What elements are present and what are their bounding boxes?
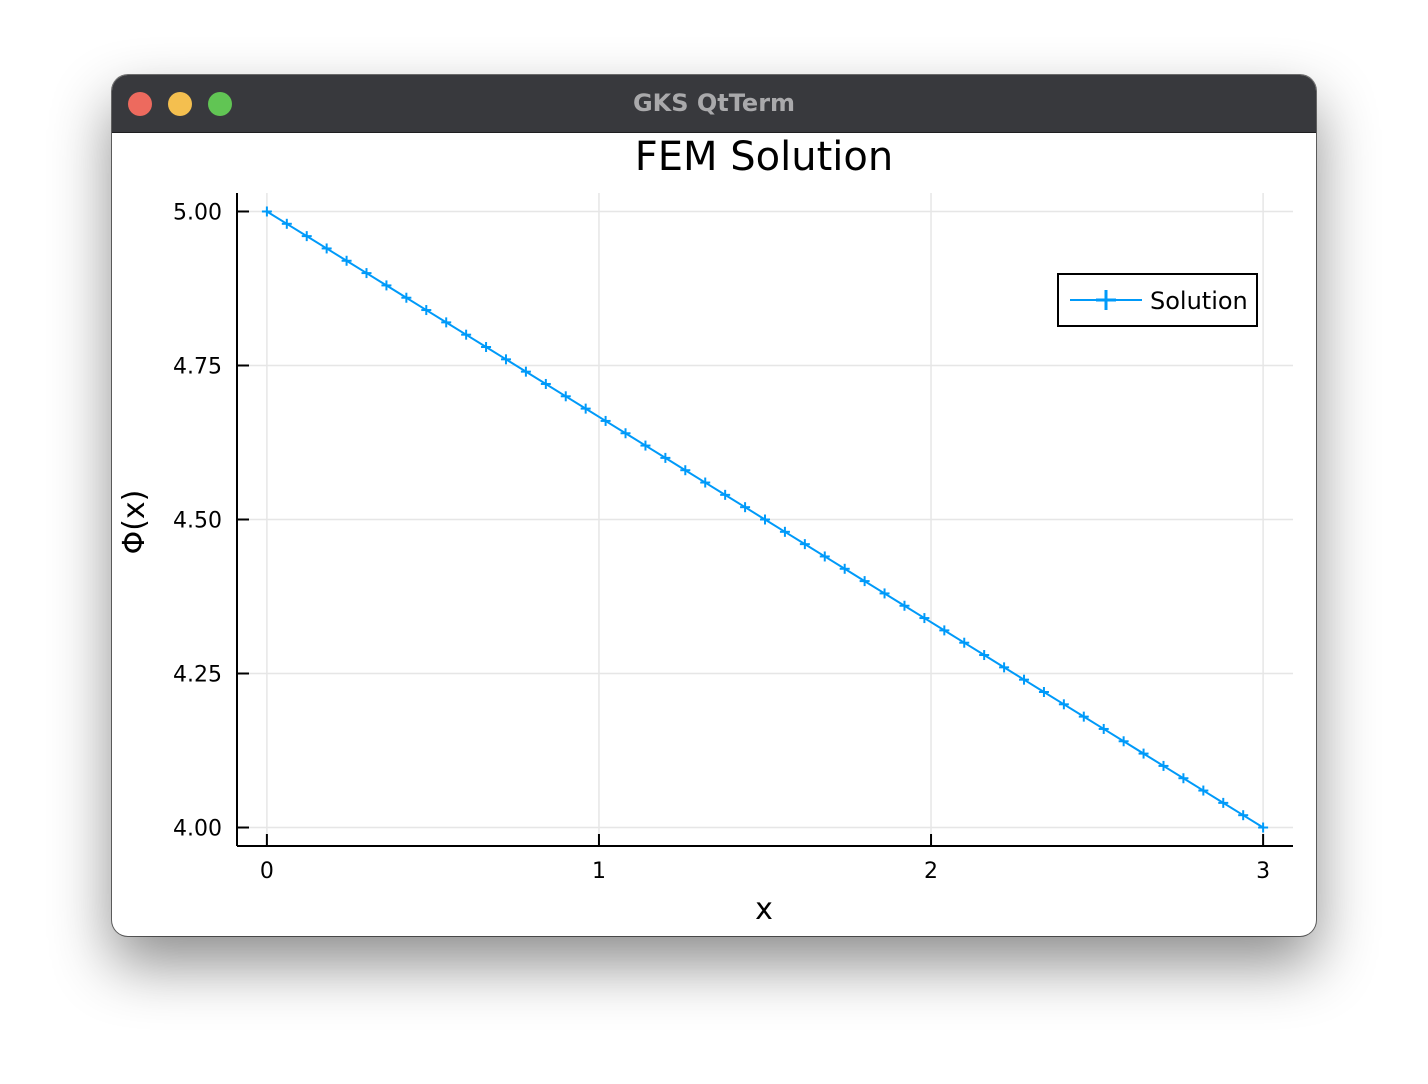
data-point-0-2	[301, 231, 312, 242]
minimize-window-button[interactable]	[168, 92, 192, 116]
data-point-0-5	[361, 268, 372, 279]
x-tick-label-3: 3	[1256, 859, 1270, 884]
data-point-0-49	[1238, 810, 1249, 821]
axes: 0 1 2 3 4.00 4.25 4.50 4.75 5.00	[173, 193, 1293, 884]
data-point-0-0	[261, 206, 272, 217]
data-point-0-32	[899, 600, 910, 611]
data-point-0-19	[640, 440, 651, 451]
data-point-0-10	[461, 329, 472, 340]
data-point-0-12	[500, 354, 511, 365]
data-point-0-37	[999, 662, 1010, 673]
data-point-0-50	[1258, 822, 1269, 833]
y-tick-label-3: 4.75	[173, 354, 222, 379]
data-point-0-27	[799, 539, 810, 550]
data-point-0-6	[381, 280, 392, 291]
plot-area: 0 1 2 3 4.00 4.25 4.50 4.75 5.00 FEM Solution x …	[112, 133, 1316, 936]
data-point-0-21	[680, 465, 691, 476]
data-point-0-44	[1138, 748, 1149, 759]
data-point-0-7	[401, 292, 412, 303]
y-tick-label-1: 4.25	[173, 663, 222, 688]
x-tick-label-2: 2	[924, 859, 938, 884]
data-point-0-39	[1038, 686, 1049, 697]
data-point-0-42	[1098, 723, 1109, 734]
y-tick-label-0: 4.00	[173, 817, 222, 842]
data-point-0-29	[839, 563, 850, 574]
x-axis-label: x	[755, 892, 773, 927]
data-point-0-3	[321, 243, 332, 254]
data-point-0-20	[660, 452, 671, 463]
data-point-0-8	[421, 305, 432, 316]
data-point-0-4	[341, 255, 352, 266]
data-point-0-17	[600, 415, 611, 426]
data-point-0-35	[959, 637, 970, 648]
data-point-0-11	[481, 342, 492, 353]
data-point-0-28	[819, 551, 830, 562]
data-point-0-36	[979, 650, 990, 661]
data-point-0-26	[779, 526, 790, 537]
data-point-0-23	[720, 489, 731, 500]
data-point-0-14	[540, 378, 551, 389]
data-point-0-25	[760, 514, 770, 525]
data-point-0-15	[560, 391, 571, 402]
data-point-0-40	[1058, 699, 1069, 710]
data-point-0-47	[1198, 785, 1209, 796]
data-point-0-41	[1078, 711, 1089, 722]
data-point-0-38	[1019, 674, 1030, 685]
data-point-0-16	[580, 403, 591, 414]
x-tick-label-0: 0	[260, 859, 274, 884]
data-point-0-22	[700, 477, 711, 488]
y-axis-label: Φ(x)	[117, 490, 152, 555]
legend: Solution	[1057, 273, 1258, 327]
data-point-0-33	[919, 613, 930, 624]
window-title: GKS QtTerm	[632, 89, 796, 117]
data-point-0-31	[879, 588, 890, 599]
y-tick-label-4: 5.00	[173, 200, 222, 225]
data-point-0-43	[1118, 736, 1129, 747]
series-solution	[261, 206, 1269, 833]
data-point-0-18	[620, 428, 631, 439]
data-point-0-45	[1158, 760, 1169, 771]
data-point-0-13	[520, 366, 531, 377]
data-point-0-9	[441, 317, 452, 328]
app-window: GKS QtTerm 0 1 2 3 4.00 4.25 4.50 4.75 5.00 FEM …	[112, 75, 1316, 936]
maximize-window-button[interactable]	[208, 92, 232, 116]
data-point-0-1	[281, 218, 292, 229]
data-point-0-30	[859, 576, 870, 587]
chart-title: FEM Solution	[635, 134, 893, 180]
data-point-0-34	[939, 625, 950, 636]
grid	[237, 193, 1293, 846]
legend-entry-solution: Solution	[1150, 287, 1248, 315]
data-point-0-24	[740, 502, 751, 513]
data-point-0-48	[1218, 797, 1229, 808]
y-tick-label-2: 4.50	[173, 509, 222, 534]
data-point-0-46	[1178, 773, 1189, 784]
axis-labels: FEM Solution x Φ(x)	[117, 134, 893, 927]
fem-solution-chart: 0 1 2 3 4.00 4.25 4.50 4.75 5.00 FEM Solution x …	[117, 134, 1293, 927]
title-bar[interactable]: GKS QtTerm	[112, 75, 1316, 133]
x-tick-label-1: 1	[592, 859, 606, 884]
close-window-button[interactable]	[128, 92, 152, 116]
